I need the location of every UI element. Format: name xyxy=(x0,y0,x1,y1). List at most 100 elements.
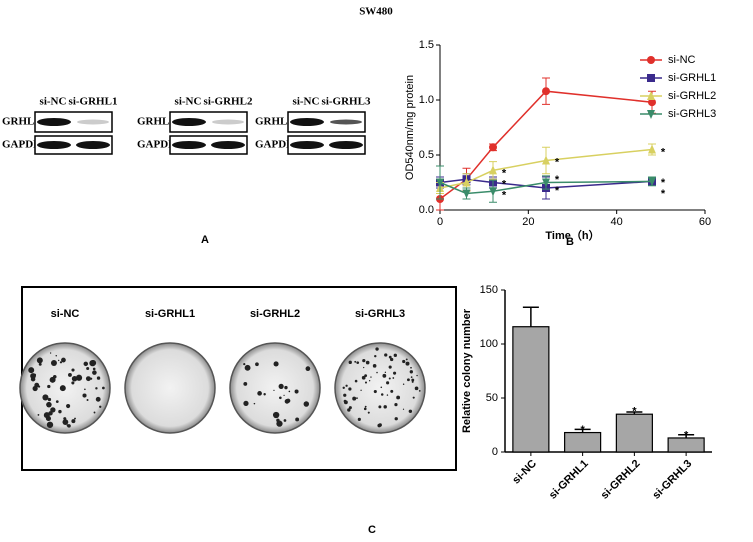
panel-label: C xyxy=(368,524,376,536)
colony xyxy=(276,420,283,427)
colony xyxy=(55,400,59,403)
colony xyxy=(368,380,371,382)
marker xyxy=(648,144,656,154)
panel-label: B xyxy=(566,236,574,248)
annotation: * xyxy=(661,177,666,189)
colony xyxy=(62,419,69,426)
x-tick-label: 40 xyxy=(611,216,623,228)
y-axis-label: OD540nm/mg protein xyxy=(404,75,416,180)
colony xyxy=(93,411,96,414)
colony xyxy=(352,396,357,401)
colony xyxy=(90,377,93,380)
blot-box xyxy=(34,111,113,133)
colony xyxy=(257,391,262,396)
dish-label: si-GRHL3 xyxy=(355,308,405,320)
colony xyxy=(273,389,275,391)
colony xyxy=(416,374,418,377)
colony xyxy=(99,405,102,408)
colony xyxy=(376,371,378,374)
blot-box xyxy=(34,135,113,155)
colony xyxy=(407,378,410,382)
legend-label: si-GRHL1 xyxy=(668,72,716,84)
dish xyxy=(334,342,426,434)
colony xyxy=(42,394,49,401)
annotation: * xyxy=(684,429,689,441)
marker xyxy=(489,143,497,152)
colony xyxy=(288,390,291,393)
blot-box xyxy=(287,135,366,155)
annotation: * xyxy=(502,189,507,201)
panel-label: A xyxy=(201,234,209,246)
marker xyxy=(462,189,471,199)
blot-box xyxy=(169,135,248,155)
blot-label: GRHL3 xyxy=(255,116,293,128)
colony xyxy=(382,373,387,378)
colony xyxy=(392,377,395,379)
colony xyxy=(362,358,366,363)
colony xyxy=(43,412,50,419)
band xyxy=(76,141,110,149)
colony xyxy=(394,417,398,421)
colony xyxy=(380,393,384,396)
colony xyxy=(71,375,78,382)
colony xyxy=(243,363,246,366)
colony xyxy=(372,364,377,368)
band xyxy=(172,118,206,126)
colony xyxy=(343,399,347,403)
y-tick-label: 0.5 xyxy=(419,149,434,161)
colony xyxy=(411,378,415,382)
colony xyxy=(59,385,66,392)
band xyxy=(37,141,71,149)
colony xyxy=(383,405,387,409)
y-tick-label: 50 xyxy=(486,392,498,404)
colony xyxy=(412,396,415,399)
colony xyxy=(345,384,348,387)
colony xyxy=(61,357,66,363)
colony xyxy=(86,398,89,401)
colony xyxy=(243,382,248,386)
colony xyxy=(92,370,97,375)
blot-label: GRHL2 xyxy=(137,116,175,128)
colony xyxy=(253,402,256,405)
band xyxy=(211,141,245,149)
lane-label: si-NC xyxy=(40,96,67,108)
colony xyxy=(58,409,62,414)
band xyxy=(290,141,324,149)
colony xyxy=(390,357,394,362)
colony xyxy=(95,396,101,402)
colony xyxy=(386,394,389,396)
blot-label: GAPDH xyxy=(137,139,177,151)
colony xyxy=(409,370,413,374)
legend-marker xyxy=(647,110,655,119)
legend-label: si-GRHL3 xyxy=(668,108,716,120)
bar xyxy=(512,326,550,453)
colony xyxy=(410,376,413,378)
colony xyxy=(402,383,405,385)
colony xyxy=(57,359,60,362)
colony xyxy=(36,357,43,364)
x-axis-label: Time（h） xyxy=(545,229,599,242)
x-tick-label: si-NC xyxy=(510,458,539,487)
colony xyxy=(377,423,382,428)
colony xyxy=(50,359,57,366)
error-bar xyxy=(522,306,539,327)
colony xyxy=(279,396,282,400)
colony xyxy=(86,366,90,371)
colony xyxy=(354,360,357,363)
blot-box xyxy=(169,111,248,133)
colony xyxy=(49,376,56,383)
colony xyxy=(95,387,98,390)
colony xyxy=(396,395,401,400)
colony xyxy=(378,405,382,409)
colony xyxy=(85,376,91,382)
colony xyxy=(384,353,388,357)
band xyxy=(212,119,244,125)
blot-label: GRHL1 xyxy=(2,116,40,128)
colony xyxy=(405,358,408,361)
colony xyxy=(47,397,52,402)
colony xyxy=(393,353,397,358)
y-tick-label: 1.5 xyxy=(419,39,434,51)
colony xyxy=(84,388,86,391)
colony xyxy=(37,414,40,416)
colony xyxy=(357,417,361,421)
